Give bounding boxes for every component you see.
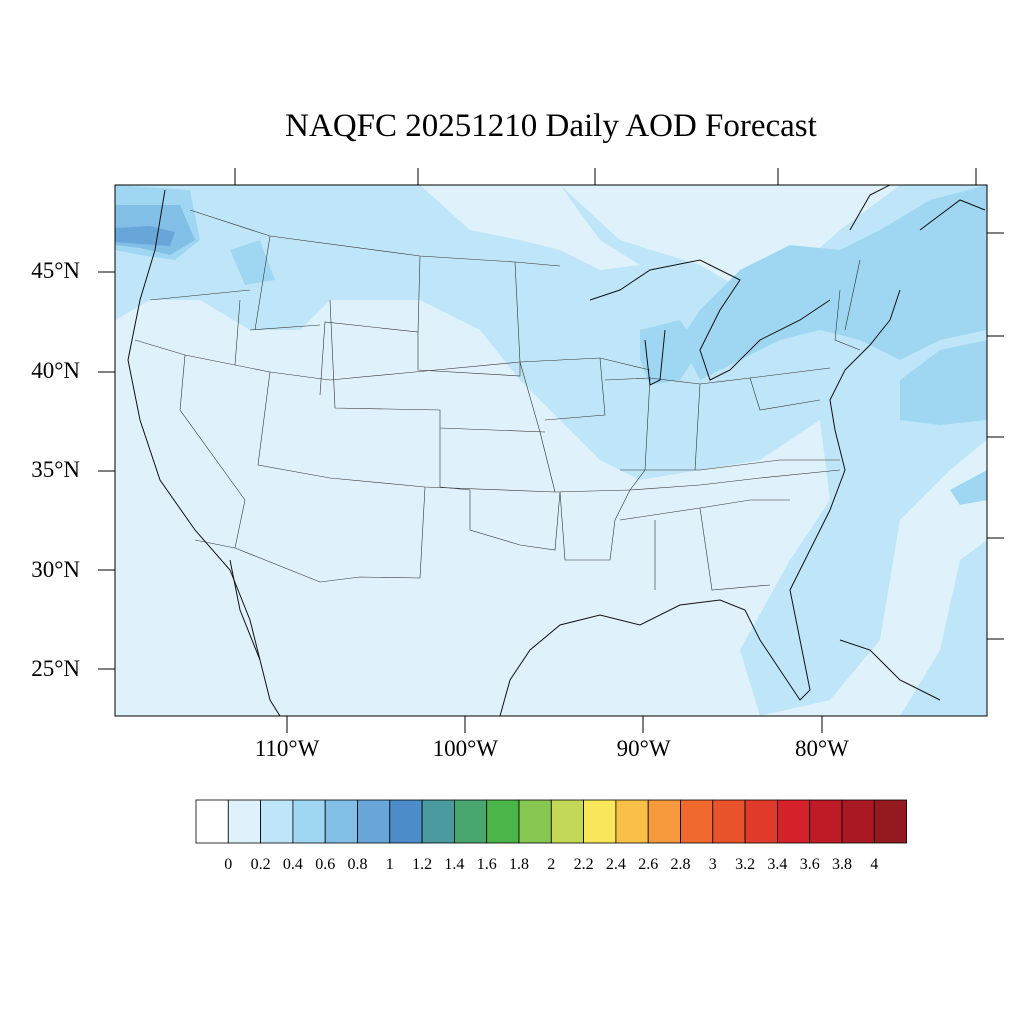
colorbar-label: 3 bbox=[708, 856, 717, 873]
colorbar-label: 2.2 bbox=[573, 856, 594, 873]
colorbar-swatch bbox=[518, 799, 552, 844]
colorbar-swatch bbox=[453, 799, 488, 844]
bottom-ticks bbox=[286, 716, 823, 733]
colorbar-label: 1.2 bbox=[412, 856, 433, 873]
colorbar-swatch bbox=[550, 799, 584, 844]
top-ticks bbox=[234, 168, 977, 185]
colorbar-label: 1.8 bbox=[509, 856, 529, 873]
colorbar-swatch bbox=[712, 799, 746, 844]
colorbar-swatch bbox=[744, 799, 778, 844]
colorbar-label: 2.8 bbox=[670, 856, 691, 873]
colorbar-label: 1.4 bbox=[444, 856, 465, 873]
aod-contour-0-2-rockies bbox=[310, 320, 420, 395]
colorbar-label: 3.8 bbox=[832, 856, 852, 873]
colorbar-label: 3.6 bbox=[799, 856, 820, 873]
colorbar-label: 4 bbox=[870, 856, 879, 873]
colorbar-swatch bbox=[873, 799, 907, 844]
colorbar-swatch bbox=[324, 799, 358, 844]
colorbar-swatch bbox=[647, 799, 681, 844]
colorbar-swatch bbox=[680, 799, 714, 844]
colorbar-swatch bbox=[583, 799, 617, 844]
colorbar-label: 1.6 bbox=[476, 856, 497, 873]
lon-label: 110°W bbox=[254, 736, 320, 761]
colorbar-label: 0.6 bbox=[315, 856, 336, 873]
colorbar-label: 3.2 bbox=[735, 856, 756, 873]
colorbar-label: 2.4 bbox=[605, 856, 626, 873]
lon-label: 100°W bbox=[432, 736, 498, 761]
colorbar-swatch bbox=[227, 799, 262, 844]
colorbar-swatch bbox=[841, 799, 875, 844]
aod-contour-0-2-north bbox=[420, 185, 640, 270]
coastline bbox=[127, 185, 986, 716]
lat-label: 25°N bbox=[31, 656, 80, 681]
colorbar-label: 1 bbox=[385, 856, 394, 873]
colorbar bbox=[195, 799, 907, 844]
colorbar-label: 0.8 bbox=[347, 856, 368, 873]
colorbar-swatch bbox=[260, 799, 294, 844]
colorbar-swatch bbox=[809, 799, 843, 844]
colorbar-label: 0.4 bbox=[282, 856, 303, 873]
lat-label: 40°N bbox=[31, 357, 80, 383]
colorbar-swatch bbox=[486, 799, 520, 844]
colorbar-label: 2 bbox=[547, 856, 556, 873]
lat-label: 35°N bbox=[31, 457, 80, 482]
colorbar-label: 2.6 bbox=[638, 856, 659, 873]
colorbar-label: 0.2 bbox=[250, 856, 271, 873]
colorbar-swatch bbox=[195, 799, 229, 844]
left-ticks bbox=[98, 271, 115, 670]
colorbar-label: 3.4 bbox=[767, 856, 788, 873]
colorbar-swatch bbox=[777, 799, 811, 844]
colorbar-swatch bbox=[615, 799, 649, 844]
map-title: NAQFC 20251210 Daily AOD Forecast bbox=[285, 108, 817, 144]
lat-label: 30°N bbox=[31, 556, 80, 582]
aod-contour-1 bbox=[115, 226, 175, 246]
lon-label: 90°W bbox=[616, 736, 671, 761]
colorbar-swatch bbox=[421, 799, 455, 844]
colorbar-swatch bbox=[389, 799, 423, 844]
colorbar-label: 0 bbox=[224, 856, 233, 873]
state-borders bbox=[134, 209, 861, 591]
colorbar-swatch bbox=[292, 799, 326, 844]
lon-label: 80°W bbox=[794, 736, 849, 761]
map-frame bbox=[114, 184, 988, 717]
right-ticks bbox=[987, 232, 1004, 640]
lat-label: 45°N bbox=[31, 258, 80, 283]
colorbar-swatch bbox=[357, 799, 391, 844]
